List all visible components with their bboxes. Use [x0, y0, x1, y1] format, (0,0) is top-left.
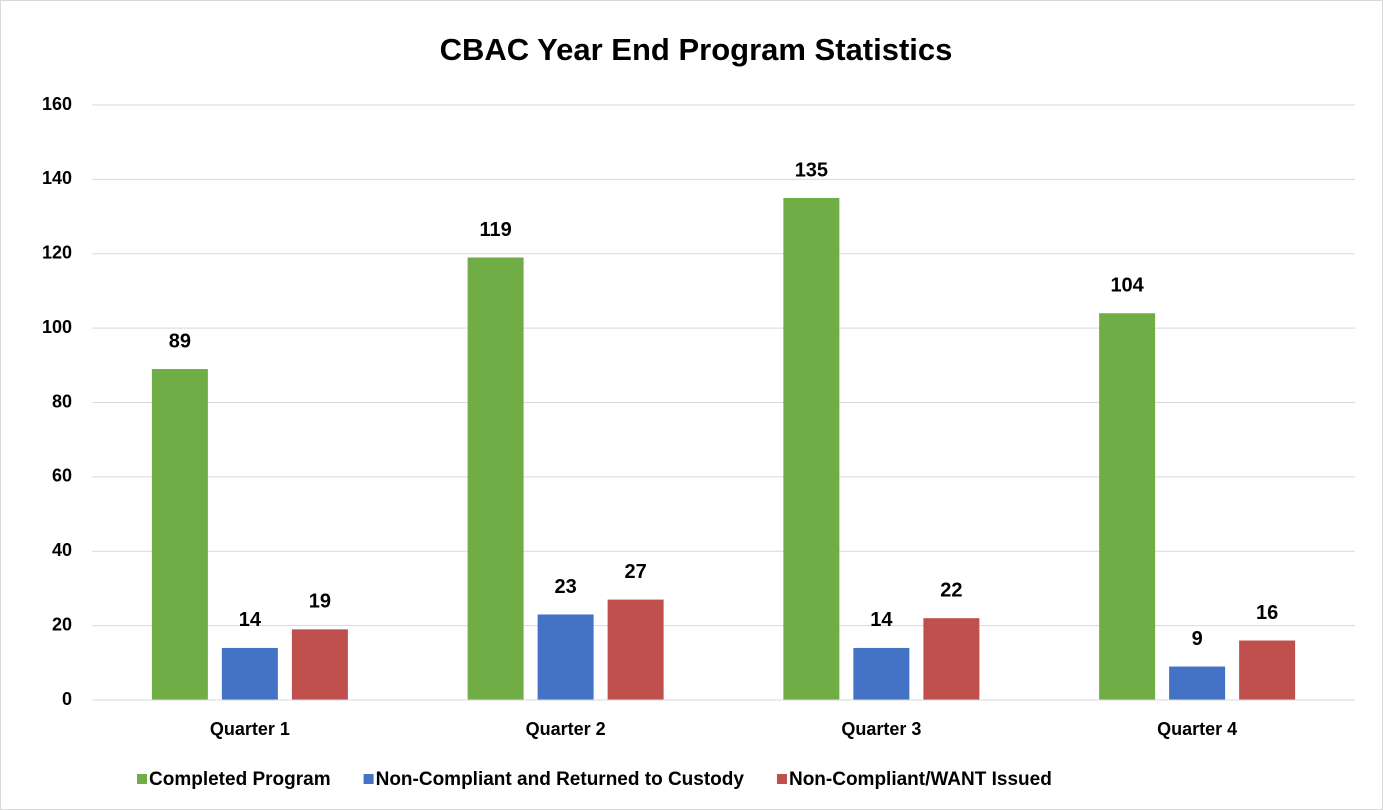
data-label: 135 — [795, 159, 828, 181]
bar — [537, 614, 594, 700]
bar — [1099, 313, 1156, 700]
data-label: 27 — [625, 561, 647, 583]
data-label: 14 — [870, 609, 893, 631]
y-tick-label: 160 — [42, 94, 72, 114]
data-label: 19 — [309, 591, 331, 613]
y-tick-label: 60 — [52, 466, 72, 486]
data-label: 104 — [1110, 275, 1144, 297]
legend-label: Non-Compliant and Returned to Custody — [376, 769, 745, 790]
data-label: 23 — [555, 576, 577, 598]
y-tick-label: 40 — [52, 540, 72, 560]
y-tick-label: 120 — [42, 243, 72, 263]
bar — [467, 257, 524, 700]
data-label: 16 — [1256, 602, 1278, 624]
bar — [1239, 640, 1296, 700]
data-label: 14 — [239, 609, 262, 631]
data-label: 22 — [940, 579, 962, 601]
x-tick-label: Quarter 3 — [841, 719, 921, 739]
data-label: 89 — [169, 330, 191, 352]
legend-swatch — [363, 774, 374, 784]
data-label: 9 — [1192, 628, 1203, 650]
bar — [607, 599, 664, 700]
bar — [1169, 666, 1226, 700]
legend-label: Completed Program — [149, 769, 331, 790]
bar — [783, 197, 840, 700]
x-tick-label: Quarter 2 — [526, 719, 606, 739]
bar — [853, 647, 910, 700]
bar — [291, 629, 348, 700]
legend-swatch — [776, 774, 787, 784]
bar — [151, 369, 208, 700]
y-tick-label: 0 — [62, 689, 72, 709]
y-tick-label: 100 — [42, 317, 72, 337]
x-tick-label: Quarter 1 — [210, 719, 290, 739]
data-label: 119 — [479, 219, 511, 241]
legend-swatch — [137, 774, 147, 784]
y-tick-label: 80 — [52, 391, 72, 411]
x-tick-label: Quarter 4 — [1157, 719, 1237, 739]
chart-title: CBAC Year End Program Statistics — [440, 32, 953, 67]
y-tick-label: 140 — [42, 168, 72, 188]
bar — [923, 618, 980, 700]
bar — [221, 647, 278, 700]
y-tick-label: 20 — [52, 614, 72, 634]
legend-label: Non-Compliant/WANT Issued — [789, 769, 1052, 790]
